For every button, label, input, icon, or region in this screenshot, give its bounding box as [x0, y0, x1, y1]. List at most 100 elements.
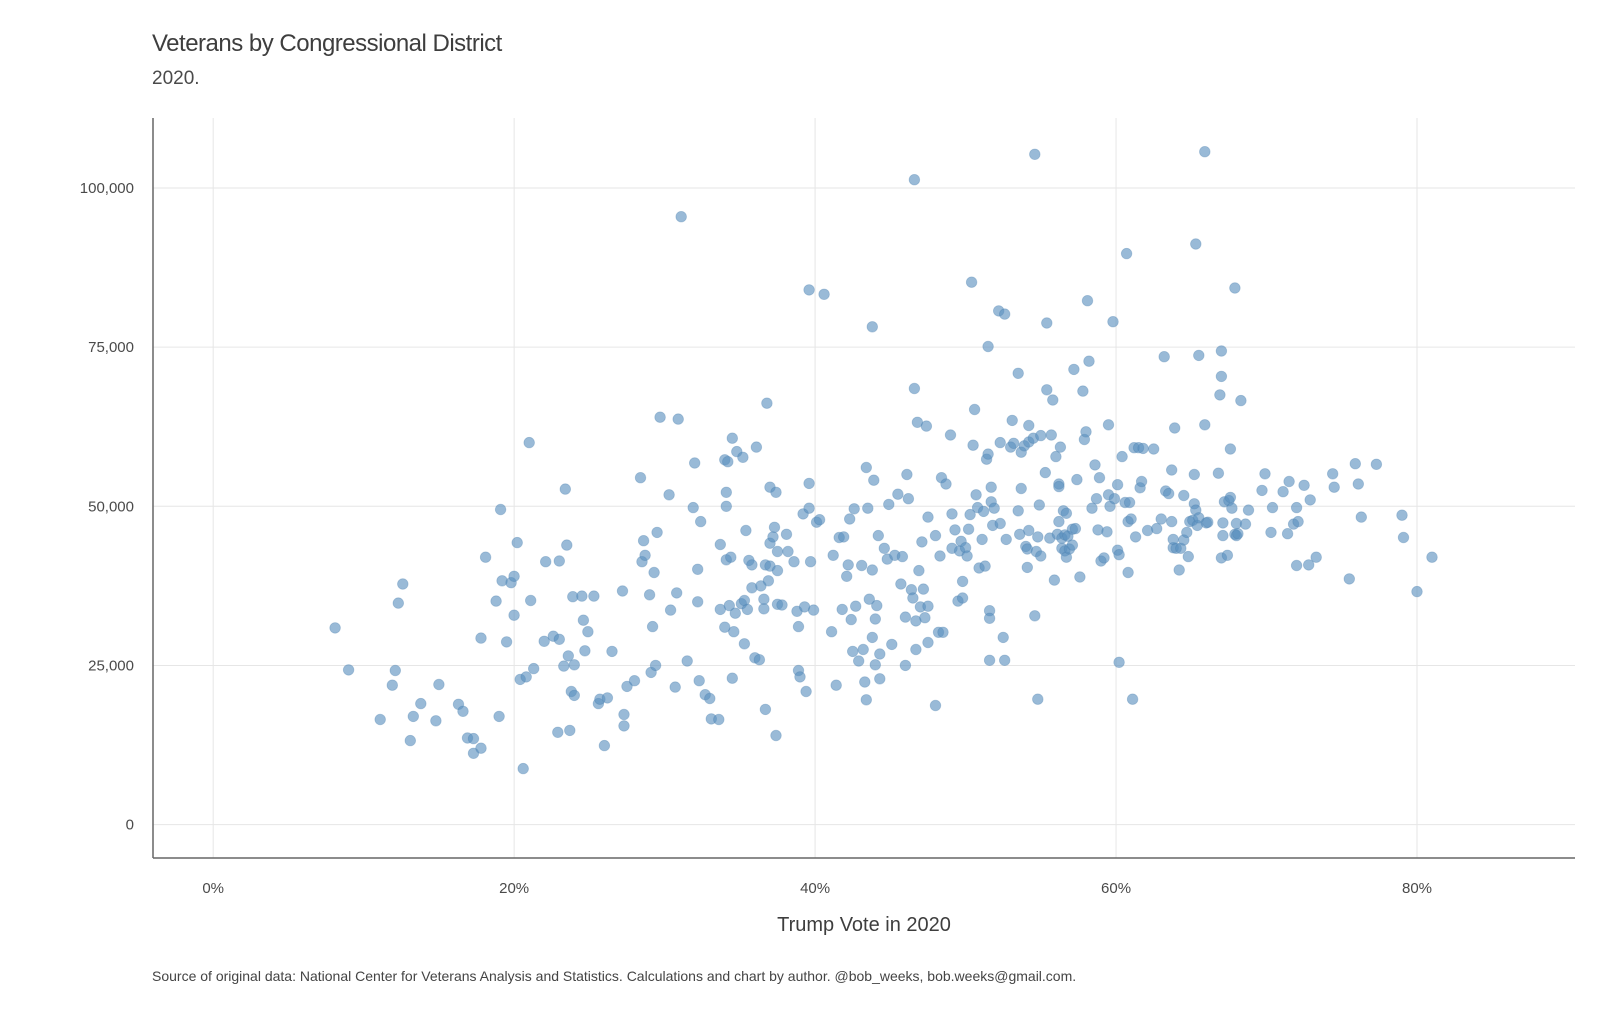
data-point	[576, 590, 588, 602]
data-point	[759, 703, 772, 716]
data-point	[1113, 656, 1125, 669]
data-point	[976, 533, 988, 546]
data-point	[899, 611, 912, 623]
data-point	[1041, 384, 1053, 396]
data-point	[407, 710, 420, 723]
data-point	[374, 713, 386, 726]
data-point	[999, 654, 1011, 667]
data-point	[538, 635, 550, 648]
data-point	[1050, 450, 1062, 463]
data-point	[827, 549, 839, 562]
data-point	[1304, 494, 1316, 506]
x-tick-label: 60%	[1101, 880, 1131, 897]
data-point	[601, 692, 614, 704]
data-point	[968, 403, 981, 416]
data-point	[1035, 550, 1047, 562]
data-point	[342, 664, 355, 676]
data-point	[1077, 385, 1089, 397]
data-point	[1015, 482, 1027, 495]
data-point	[866, 564, 879, 576]
data-point	[1086, 502, 1098, 514]
data-point	[825, 626, 838, 638]
data-point	[1411, 585, 1423, 598]
data-point	[1310, 551, 1322, 563]
data-point	[782, 545, 794, 558]
data-point	[997, 631, 1009, 644]
data-point	[523, 436, 535, 449]
data-point	[1165, 515, 1178, 528]
data-point	[528, 662, 540, 675]
data-point	[1281, 528, 1294, 540]
data-point	[988, 502, 1000, 514]
data-point	[1048, 574, 1061, 586]
data-point	[983, 654, 996, 667]
data-point	[1235, 394, 1247, 407]
data-point	[841, 570, 853, 583]
data-point	[568, 659, 581, 671]
data-point	[940, 478, 952, 490]
data-point	[896, 550, 909, 563]
data-point	[1029, 610, 1041, 622]
data-point	[671, 587, 683, 599]
data-point	[845, 613, 857, 626]
data-point	[1035, 429, 1047, 442]
data-point	[922, 636, 934, 649]
y-tick-label: 100,000	[80, 180, 134, 197]
data-point	[874, 673, 886, 685]
data-point	[1120, 247, 1133, 260]
data-point	[1239, 518, 1252, 530]
data-point	[616, 585, 629, 597]
data-point	[883, 498, 895, 511]
data-point	[628, 675, 641, 687]
data-point	[1202, 516, 1214, 528]
data-point	[979, 560, 991, 572]
data-point	[999, 308, 1011, 320]
data-point	[490, 595, 502, 607]
data-point	[577, 614, 590, 626]
data-point	[1326, 468, 1339, 480]
data-point	[1000, 533, 1012, 546]
data-point	[1232, 528, 1244, 540]
data-point	[558, 660, 570, 672]
data-point	[1098, 552, 1110, 564]
data-point	[869, 613, 882, 625]
data-point	[1182, 550, 1195, 563]
data-point	[895, 578, 907, 590]
data-point	[813, 514, 826, 526]
data-point	[1045, 429, 1058, 441]
data-point	[1012, 367, 1024, 380]
data-point	[753, 654, 766, 666]
data-point	[508, 609, 520, 621]
data-point	[1135, 475, 1148, 488]
data-point	[689, 457, 701, 469]
data-point	[1150, 522, 1163, 535]
data-point	[1181, 526, 1193, 539]
data-point	[1224, 491, 1237, 504]
data-point	[1014, 528, 1026, 541]
data-point	[761, 397, 773, 409]
data-point	[863, 593, 876, 605]
data-point	[663, 489, 675, 501]
data-point	[910, 643, 922, 656]
data-point	[714, 538, 727, 551]
data-point	[681, 655, 693, 667]
data-point	[994, 436, 1006, 449]
data-point	[634, 472, 647, 484]
x-tick-label: 40%	[800, 880, 830, 897]
data-point	[719, 621, 731, 633]
data-point	[675, 210, 687, 223]
data-point	[886, 638, 898, 651]
data-point	[946, 508, 958, 520]
data-point	[1199, 145, 1211, 158]
data-point	[934, 550, 946, 562]
data-point	[983, 612, 996, 625]
data-point	[1212, 467, 1225, 479]
data-point	[857, 643, 869, 656]
data-point	[1178, 489, 1190, 502]
data-point	[862, 502, 874, 514]
data-point	[1122, 566, 1134, 579]
data-point	[1071, 473, 1083, 486]
data-point	[847, 645, 859, 658]
data-point	[517, 762, 529, 775]
data-point	[692, 596, 704, 608]
